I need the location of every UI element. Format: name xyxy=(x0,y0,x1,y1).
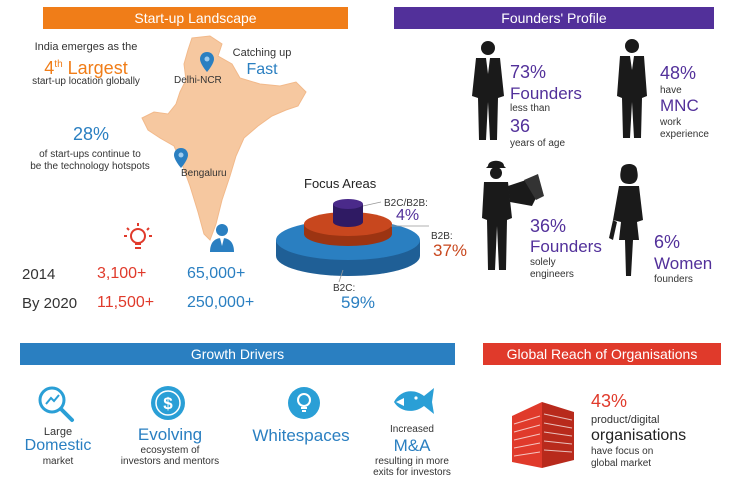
domestic-top: Large xyxy=(43,426,73,438)
dollar-coin-icon: $ xyxy=(151,386,185,420)
india-map-icon xyxy=(141,35,307,241)
women-word: Women xyxy=(654,254,713,273)
svg-text:$: $ xyxy=(163,394,173,413)
year-2014: 2014 xyxy=(22,266,56,283)
global-main: organisations xyxy=(591,427,687,444)
fast-label: Fast xyxy=(246,61,278,78)
ma-main: M&A xyxy=(393,436,431,455)
domestic-main: Domestic xyxy=(24,437,92,454)
fish-merger-icon xyxy=(394,388,434,414)
global-line3: global market xyxy=(591,458,652,469)
year-2020: By 2020 xyxy=(22,295,78,312)
mnc-have: have xyxy=(660,85,682,96)
startup-landscape-banner: Start-up Landscape xyxy=(43,7,348,29)
mixed-label: B2C/B2B: xyxy=(384,198,428,209)
hotspot-percent: 28% xyxy=(72,124,110,144)
age-word: Founders xyxy=(510,84,582,103)
office-building-icon xyxy=(512,402,574,468)
businessman-young-icon xyxy=(472,41,504,140)
idea-bulb-icon xyxy=(288,387,320,419)
fourth-largest: 4th Largest xyxy=(16,55,156,78)
employees-2020: 250,000+ xyxy=(187,294,255,311)
eng-word: Founders xyxy=(530,237,602,256)
magnifier-arrow-icon xyxy=(38,386,74,422)
eng-line2: engineers xyxy=(530,269,574,280)
focus-areas-title: Focus Areas xyxy=(304,176,377,191)
mnc-line1: work xyxy=(660,117,682,128)
engineer-icon xyxy=(482,160,544,270)
bengaluru-label: Bengaluru xyxy=(181,168,227,179)
catching-up-label: Catching up xyxy=(232,47,292,59)
focus-areas-chart xyxy=(276,199,429,283)
woman-founder-icon xyxy=(609,164,643,276)
founders-profile-banner: Founders' Profile xyxy=(394,7,714,29)
b2c-value: 59% xyxy=(341,293,376,312)
person-icon xyxy=(210,224,234,252)
evolving-main: Evolving xyxy=(137,425,203,444)
b2b-value: 37% xyxy=(433,241,468,260)
women-line: founders xyxy=(654,274,693,285)
startup-landscape-title: Start-up Landscape xyxy=(134,10,257,26)
founders-profile-title: Founders' Profile xyxy=(501,10,607,26)
b2c-label: B2C: xyxy=(333,283,356,294)
global-line2: have focus on xyxy=(591,446,654,457)
intro-line2: start-up location globally xyxy=(32,76,140,87)
rank-word: Largest xyxy=(67,58,128,78)
intro-line1: India emerges as the xyxy=(34,41,138,53)
mnc-line2: experience xyxy=(660,129,709,140)
age-number: 36 xyxy=(510,116,531,136)
global-reach-title: Global Reach of Organisations xyxy=(506,346,698,362)
growth-drivers-banner: Growth Drivers xyxy=(20,343,455,365)
age-percent: 73% xyxy=(510,62,547,82)
rank-suffix: th xyxy=(54,59,63,70)
women-percent: 6% xyxy=(654,232,681,252)
evolving-line2: investors and mentors xyxy=(120,456,220,467)
growth-drivers-title: Growth Drivers xyxy=(190,346,285,362)
lightbulb-icon xyxy=(124,223,152,249)
hotspot-line1: of start-ups continue to xyxy=(39,149,141,160)
ma-top: Increased xyxy=(390,424,434,435)
domestic-bottom: market xyxy=(42,456,74,467)
age-line1: less than xyxy=(510,103,551,114)
employees-2014: 65,000+ xyxy=(187,265,246,282)
mixed-value: 4% xyxy=(396,207,420,224)
eng-line1: solely xyxy=(530,257,556,268)
ma-line1: resulting in more xyxy=(375,456,449,467)
delhi-pin-icon xyxy=(200,52,214,72)
age-line2: years of age xyxy=(510,138,566,149)
whitespaces-label: Whitespaces xyxy=(252,426,350,445)
rank-number: 4 xyxy=(44,58,55,78)
b2b-label: B2B: xyxy=(431,231,453,242)
mnc-word: MNC xyxy=(660,96,699,115)
global-reach-banner: Global Reach of Organisations xyxy=(483,343,721,365)
eng-percent: 36% xyxy=(530,216,567,236)
businessman-mnc-icon xyxy=(617,39,647,138)
ma-line2: exits for investors xyxy=(373,467,451,478)
bengaluru-pin-icon xyxy=(174,148,188,168)
global-line1: product/digital xyxy=(591,414,660,426)
global-percent: 43% xyxy=(591,391,628,411)
delhi-label: Delhi-NCR xyxy=(174,75,222,86)
evolving-line1: ecosystem of xyxy=(140,445,200,456)
mnc-percent: 48% xyxy=(660,63,697,83)
mixed-disc-top xyxy=(333,199,363,209)
startups-2014: 3,100+ xyxy=(97,265,147,282)
hotspot-line2: be the technology hotspots xyxy=(30,161,150,172)
startups-2020: 11,500+ xyxy=(97,294,155,311)
